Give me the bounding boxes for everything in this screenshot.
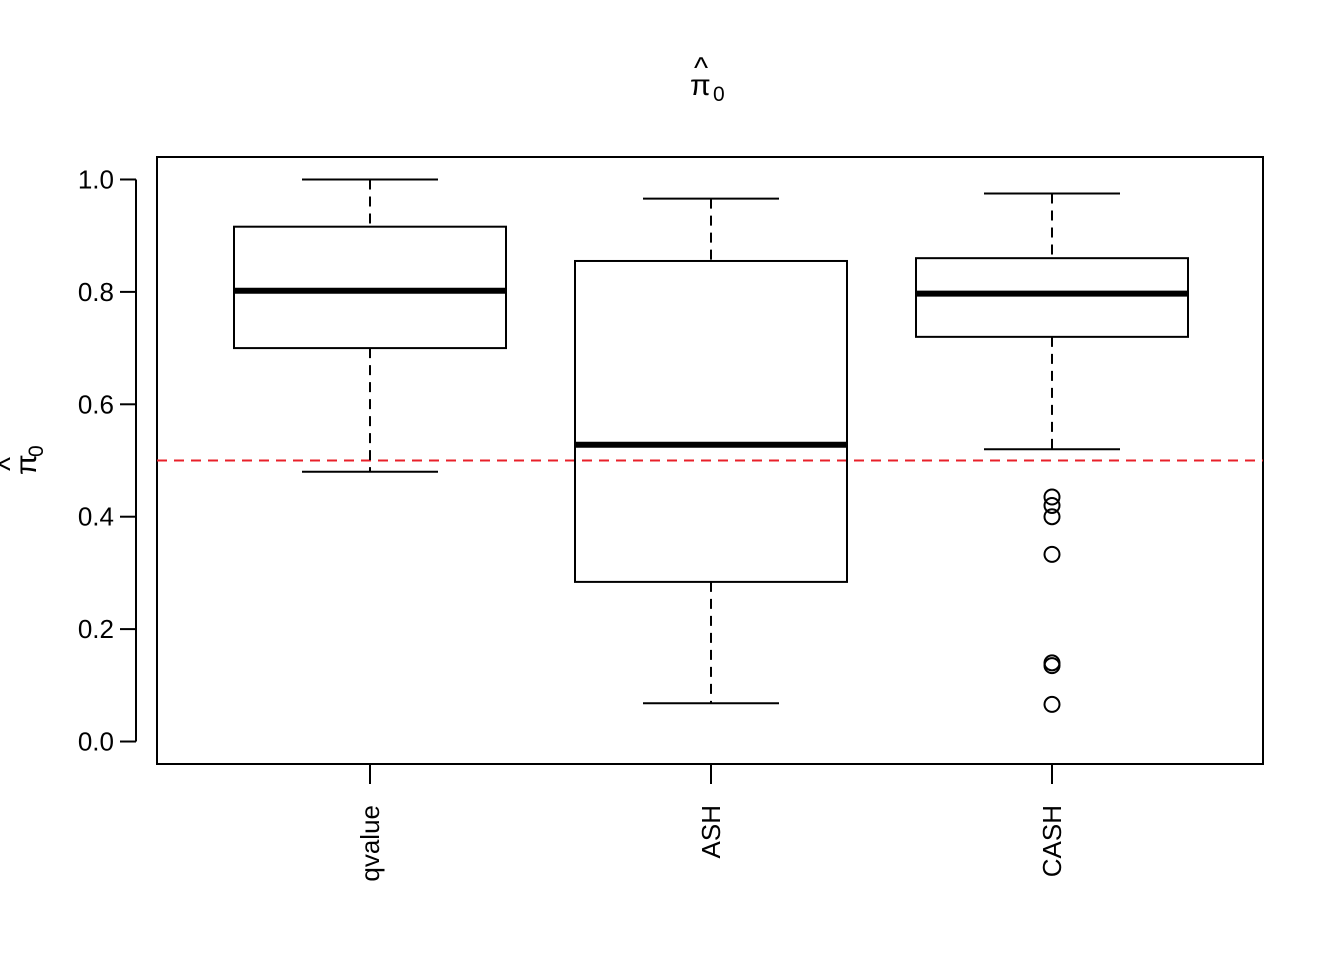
y-axis-label-hat: ^	[0, 457, 27, 471]
y-tick-label: 0.2	[78, 614, 114, 644]
y-axis-label-subscript: 0	[25, 445, 48, 457]
iqr-box	[574, 259, 848, 583]
y-axis: 0.0 0.2 0.4 0.6 0.8 1.0	[78, 164, 137, 757]
box-ash	[574, 197, 848, 705]
x-tick-label-qvalue: qvalue	[355, 805, 385, 882]
outlier-point	[1043, 657, 1061, 675]
y-tick-label: 0.0	[78, 727, 114, 757]
boxes-layer	[233, 178, 1189, 713]
box-qvalue	[233, 178, 507, 473]
chart-title-hat: ^	[694, 52, 708, 85]
x-tick-label-cash: CASH	[1037, 805, 1067, 877]
x-axis: qvalue ASH CASH	[355, 764, 1067, 882]
outlier-point	[1043, 488, 1061, 506]
y-axis-label: π ^ 0	[0, 445, 48, 475]
y-tick-label: 0.4	[78, 502, 114, 532]
y-tick-label: 0.8	[78, 277, 114, 307]
outlier-point	[1043, 545, 1061, 563]
chart-title-symbol: π	[690, 69, 711, 102]
y-axis-label-symbol: π	[10, 454, 43, 475]
chart-title-subscript: 0	[713, 83, 725, 106]
box-cash	[915, 192, 1189, 713]
outlier-point	[1043, 508, 1061, 526]
y-tick-label: 0.6	[78, 389, 114, 419]
outlier-point	[1043, 496, 1061, 514]
outlier-point	[1043, 695, 1061, 713]
x-tick-label-ash: ASH	[696, 805, 726, 858]
iqr-box	[915, 257, 1189, 338]
iqr-box	[233, 225, 507, 350]
y-tick-label: 1.0	[78, 164, 114, 194]
chart-title: π ^ 0	[690, 52, 725, 106]
